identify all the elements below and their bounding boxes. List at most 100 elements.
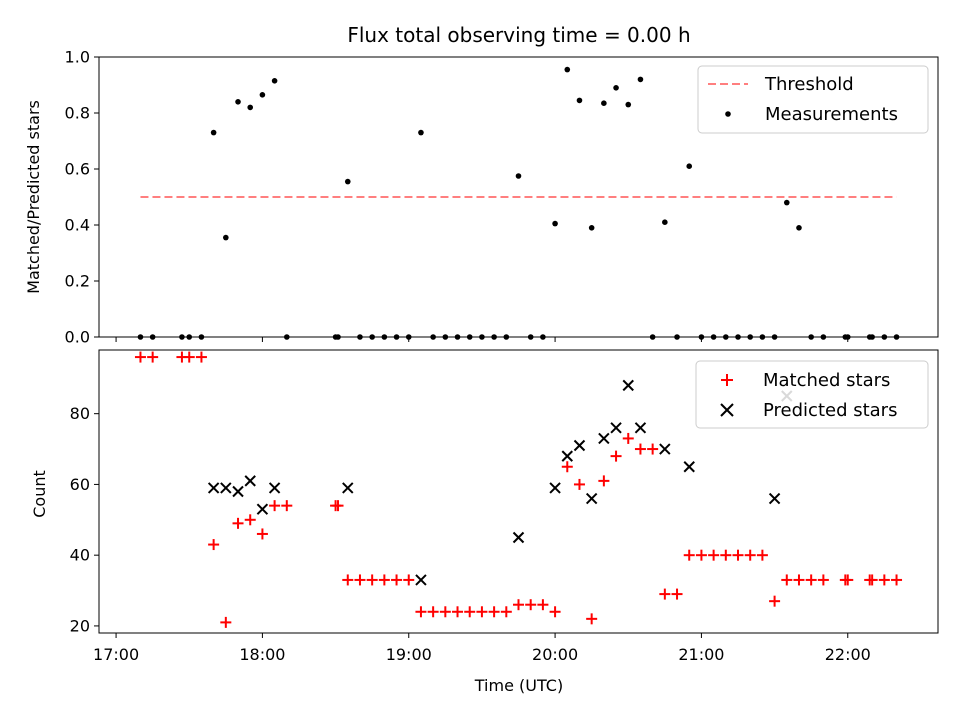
matched-stars-point xyxy=(549,606,561,618)
bottom-panel: 20 40 60 80 17:00 18:00 19:00 20:00 21:00 22:00 M… xyxy=(70,349,939,664)
matched-stars-point xyxy=(366,574,378,586)
matched-stars-point xyxy=(720,549,732,561)
matched-stars-point xyxy=(878,574,890,586)
matched-stars-point xyxy=(452,606,464,618)
matched-stars-point xyxy=(269,500,281,512)
predicted-stars-point xyxy=(342,482,354,494)
top-y-tick-label: 0.0 xyxy=(65,328,90,347)
matched-stars-point xyxy=(464,606,476,618)
measurement-point xyxy=(247,104,254,111)
matched-stars-point xyxy=(208,539,220,551)
matched-stars-point xyxy=(756,549,768,561)
measurement-point xyxy=(637,76,644,83)
matched-stars-point xyxy=(488,606,500,618)
predicted-stars-point xyxy=(244,475,256,487)
top-y-tick-label: 0.8 xyxy=(65,104,90,123)
matched-stars-point xyxy=(769,595,781,607)
x-axis-label: Time (UTC) xyxy=(474,676,563,695)
measurement-point xyxy=(210,129,217,136)
matched-stars-point xyxy=(439,606,451,618)
predicted-stars-point xyxy=(415,574,427,586)
matched-stars-point xyxy=(634,443,646,455)
measurement-point xyxy=(515,173,522,179)
matched-stars-point xyxy=(610,450,622,462)
predicted-stars-point xyxy=(561,450,573,462)
predicted-stars-point xyxy=(622,379,634,392)
matched-stars-point xyxy=(622,432,634,444)
top-panel: 0.0 0.2 0.4 0.6 0.8 1.0 Threshold Measurements xyxy=(65,48,939,347)
x-tick-label: 20:00 xyxy=(532,645,578,664)
matched-stars-point xyxy=(866,574,878,586)
top-y-axis-label: Matched/Predicted stars xyxy=(24,100,43,294)
x-tick-label: 22:00 xyxy=(825,645,871,664)
matched-stars-point xyxy=(537,599,549,611)
measurement-point xyxy=(552,220,558,227)
predicted-stars-point xyxy=(659,443,671,455)
matched-stars-point xyxy=(332,500,344,512)
predicted-stars-point xyxy=(207,482,220,494)
matched-stars-point xyxy=(354,574,366,586)
matched-stars-point xyxy=(195,351,207,363)
legend-matched-swatch xyxy=(721,374,733,386)
measurement-point xyxy=(259,92,266,98)
bottom-y-tick-label: 40 xyxy=(70,546,90,565)
matched-stars-point xyxy=(708,549,720,561)
matched-stars-point xyxy=(891,574,903,586)
matched-stars-point xyxy=(391,574,403,586)
measurement-point xyxy=(613,85,619,91)
legend-predicted-swatch xyxy=(720,403,734,417)
matched-stars-point xyxy=(647,443,659,455)
legend-measurements-swatch xyxy=(725,111,731,117)
top-y-tick-label: 1.0 xyxy=(65,48,90,67)
measurement-point xyxy=(601,100,607,106)
x-tick-label: 17:00 xyxy=(93,645,139,664)
measurement-point xyxy=(344,178,351,185)
matched-stars-point xyxy=(793,574,805,586)
legend-matched-label: Matched stars xyxy=(763,370,890,391)
predicted-stars-point xyxy=(232,485,244,498)
matched-stars-point xyxy=(403,574,415,586)
measurement-point xyxy=(686,163,693,169)
predicted-stars-point xyxy=(220,482,232,494)
matched-stars-point xyxy=(513,599,524,611)
measurement-point xyxy=(588,225,595,231)
matched-stars-point xyxy=(781,574,793,586)
predicted-stars-point xyxy=(768,492,781,505)
measurement-point xyxy=(235,99,241,105)
top-legend: Threshold Measurements xyxy=(697,65,929,134)
matched-stars-point xyxy=(525,599,537,611)
top-plot-frame xyxy=(98,56,939,338)
matched-stars-point xyxy=(744,549,756,561)
matched-stars-point xyxy=(671,588,683,600)
predicted-stars-point xyxy=(549,482,561,494)
measurement-point xyxy=(625,101,632,108)
matched-stars-point xyxy=(732,549,744,561)
matched-stars-point xyxy=(586,613,598,625)
measurement-point xyxy=(662,219,668,225)
measurement-point xyxy=(418,129,424,136)
matched-stars-point xyxy=(281,500,293,512)
bottom-axes: 20 40 60 80 17:00 18:00 19:00 20:00 21:00 22:00 xyxy=(70,349,939,664)
predicted-stars-point xyxy=(634,422,647,434)
predicted-stars-point xyxy=(683,461,695,473)
bottom-marks xyxy=(134,351,903,628)
matched-stars-point xyxy=(256,528,268,540)
predicted-stars-point xyxy=(268,482,281,494)
chart-title: Flux total observing time = 0.00 h xyxy=(347,23,690,47)
matched-stars-point xyxy=(244,514,256,526)
x-tick-label: 21:00 xyxy=(678,645,724,664)
matched-stars-point xyxy=(342,574,354,586)
matched-stars-point xyxy=(598,475,610,487)
bottom-legend-box xyxy=(695,360,929,429)
matched-stars-point xyxy=(183,351,195,363)
measurement-point xyxy=(271,78,278,84)
bottom-y-axis-label: Count xyxy=(30,470,49,518)
matched-stars-point xyxy=(147,351,159,363)
predicted-stars-point xyxy=(610,422,622,434)
top-y-tick-label: 0.6 xyxy=(65,160,90,179)
legend-threshold-label: Threshold xyxy=(764,74,854,95)
x-tick-label: 19:00 xyxy=(386,645,432,664)
measurement-point xyxy=(564,66,571,73)
top-y-tick-label: 0.4 xyxy=(65,216,90,235)
predicted-stars-point xyxy=(585,492,598,505)
